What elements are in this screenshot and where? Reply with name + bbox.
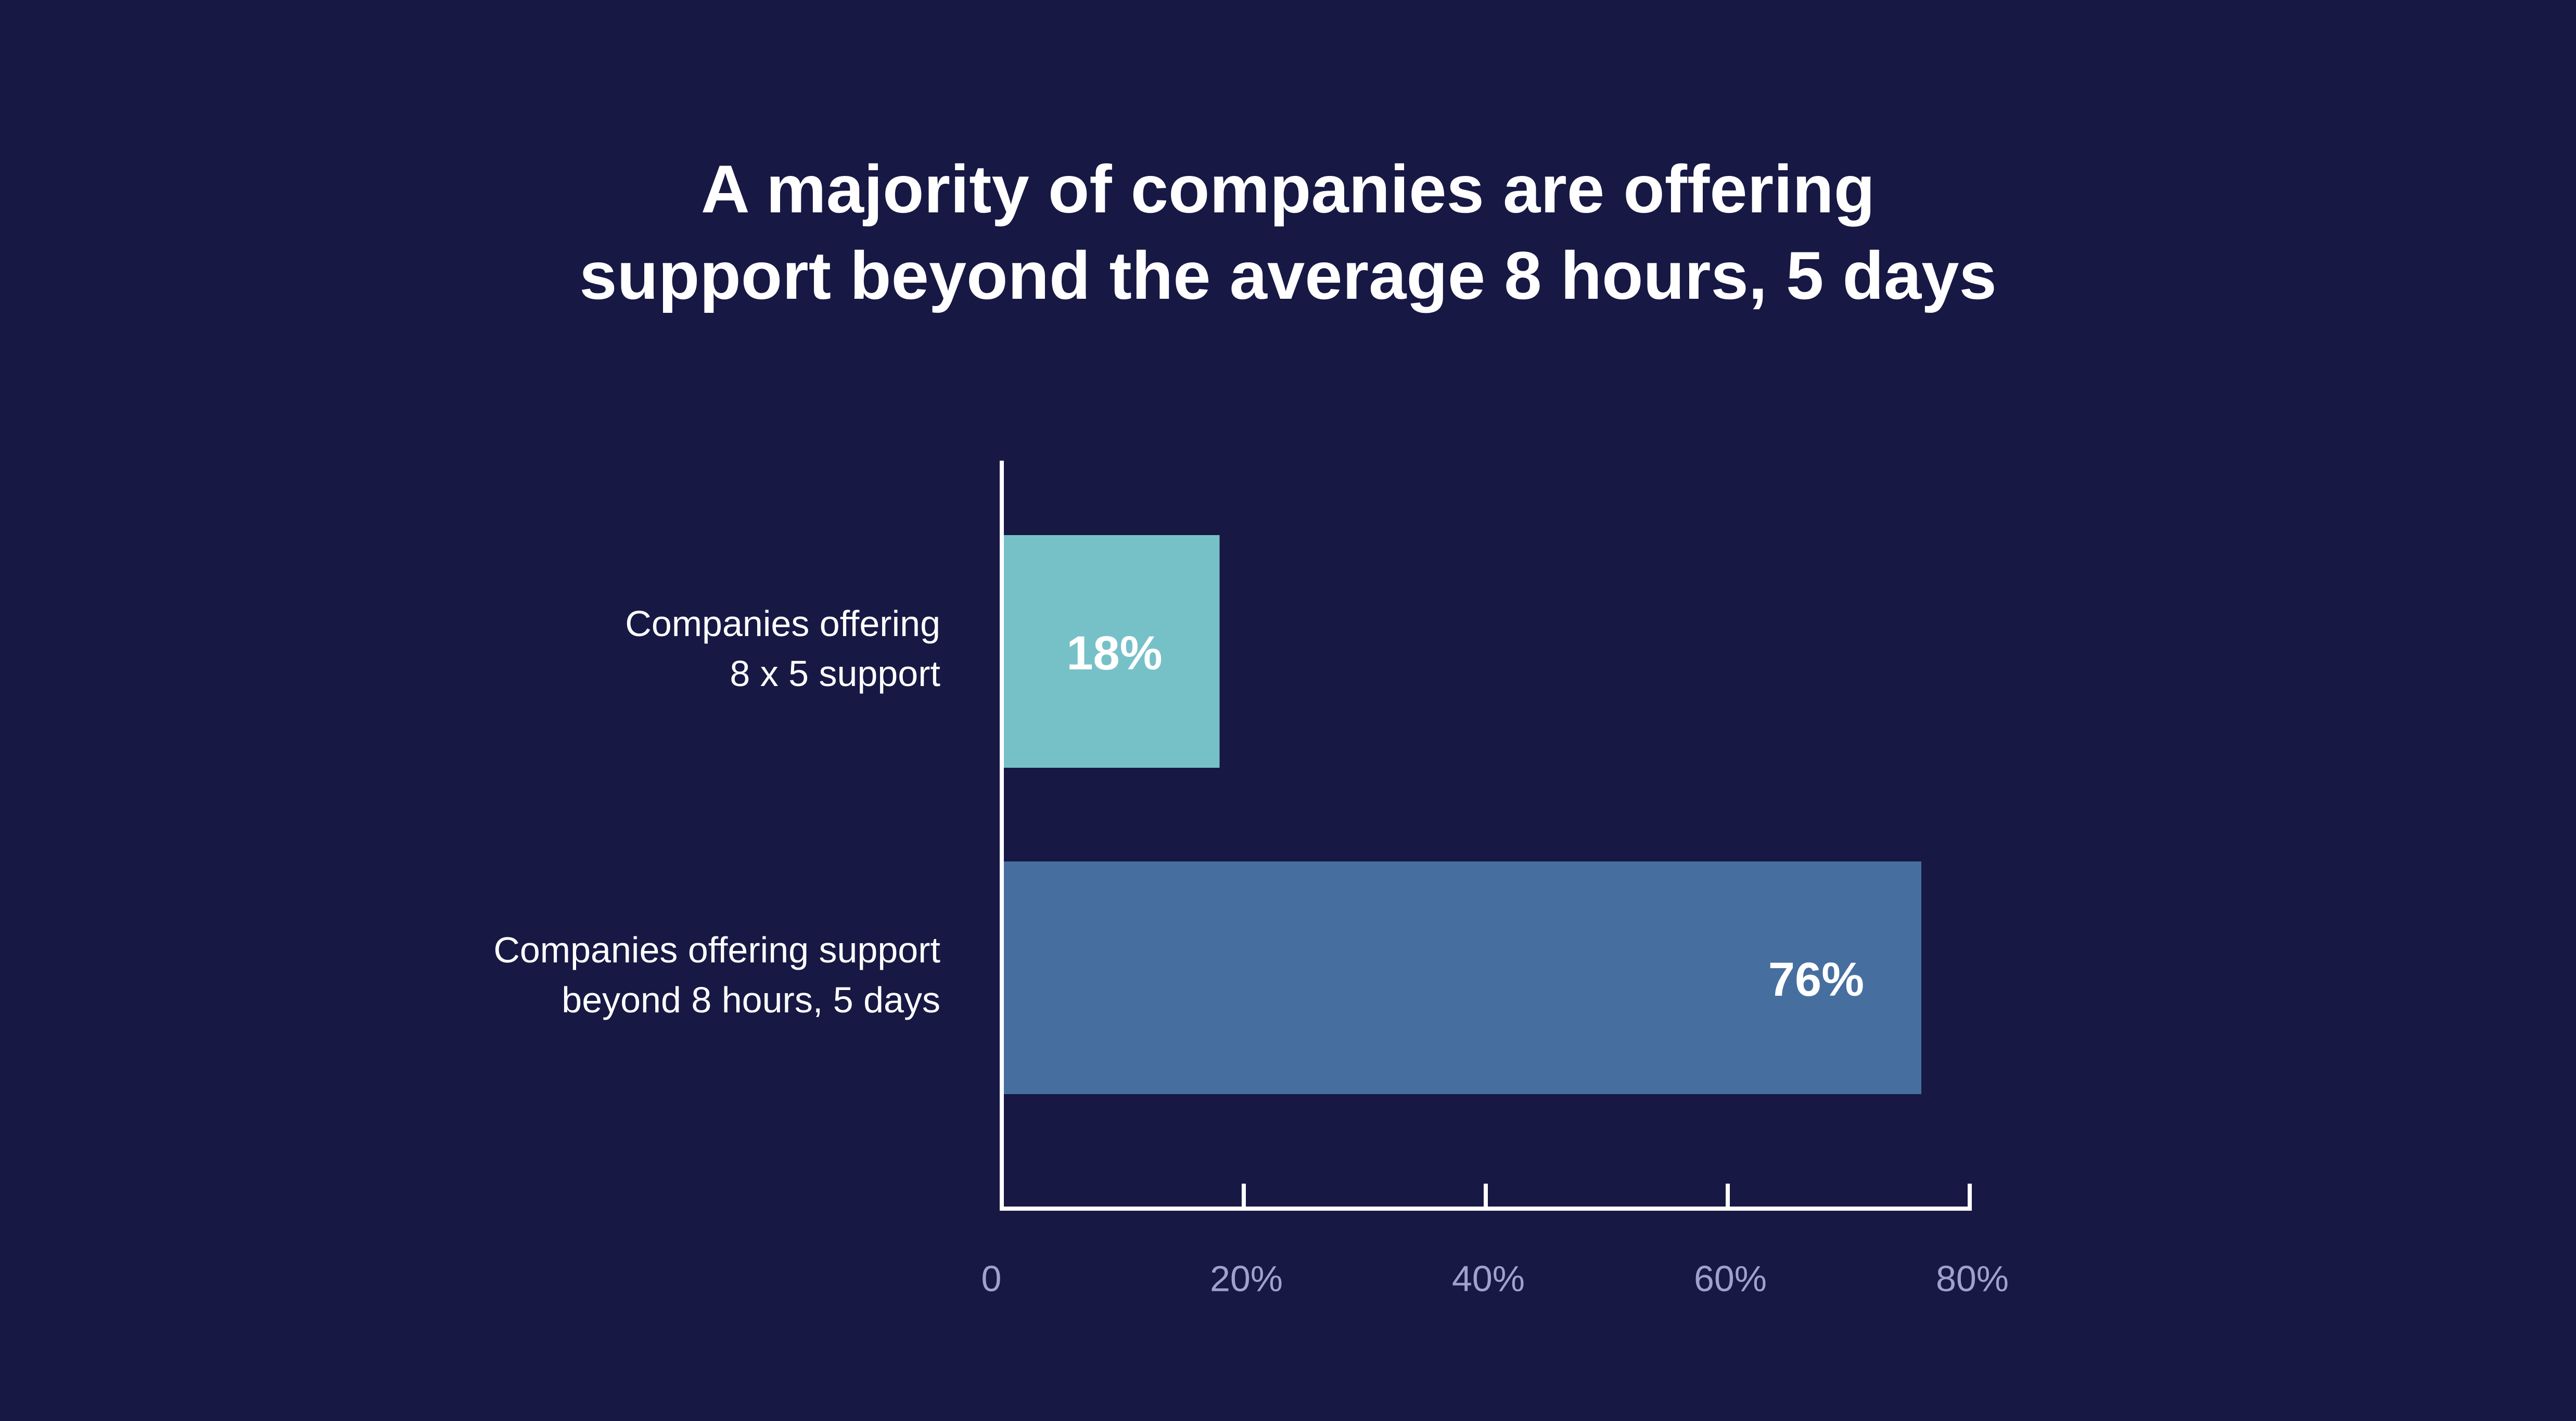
bars-layer [1002,535,1921,1094]
x-tick-label-3: 40% [1452,1258,1525,1299]
chart-title-line-2: support beyond the average 8 hours, 5 da… [579,237,1997,313]
bar-2 [1002,861,1921,1094]
category-label-2-line-1: Companies offering support [493,930,940,970]
category-label-1-line-1: Companies offering [625,603,940,644]
category-label-1-line-2: 8 x 5 support [730,653,940,694]
axes-layer [1000,461,1972,1211]
bar-data-label-1: 18% [1066,627,1162,680]
bar-1 [1002,535,1220,768]
labels-layer: 18% Companies offering 8 x 5 support 76% Com… [493,603,2009,1299]
x-tick-label-2: 20% [1210,1258,1283,1299]
category-label-2-line-2: beyond 8 hours, 5 days [562,980,940,1020]
chart-title: A majority of companies are offering sup… [0,146,2576,319]
chart-title-line-1: A majority of companies are offering [700,151,1876,227]
bar-data-label-2: 76% [1768,953,1864,1006]
x-tick-label-5: 80% [1936,1258,2009,1299]
x-tick-label-4: 60% [1694,1258,1767,1299]
x-tick-label-1: 0 [981,1258,1002,1299]
